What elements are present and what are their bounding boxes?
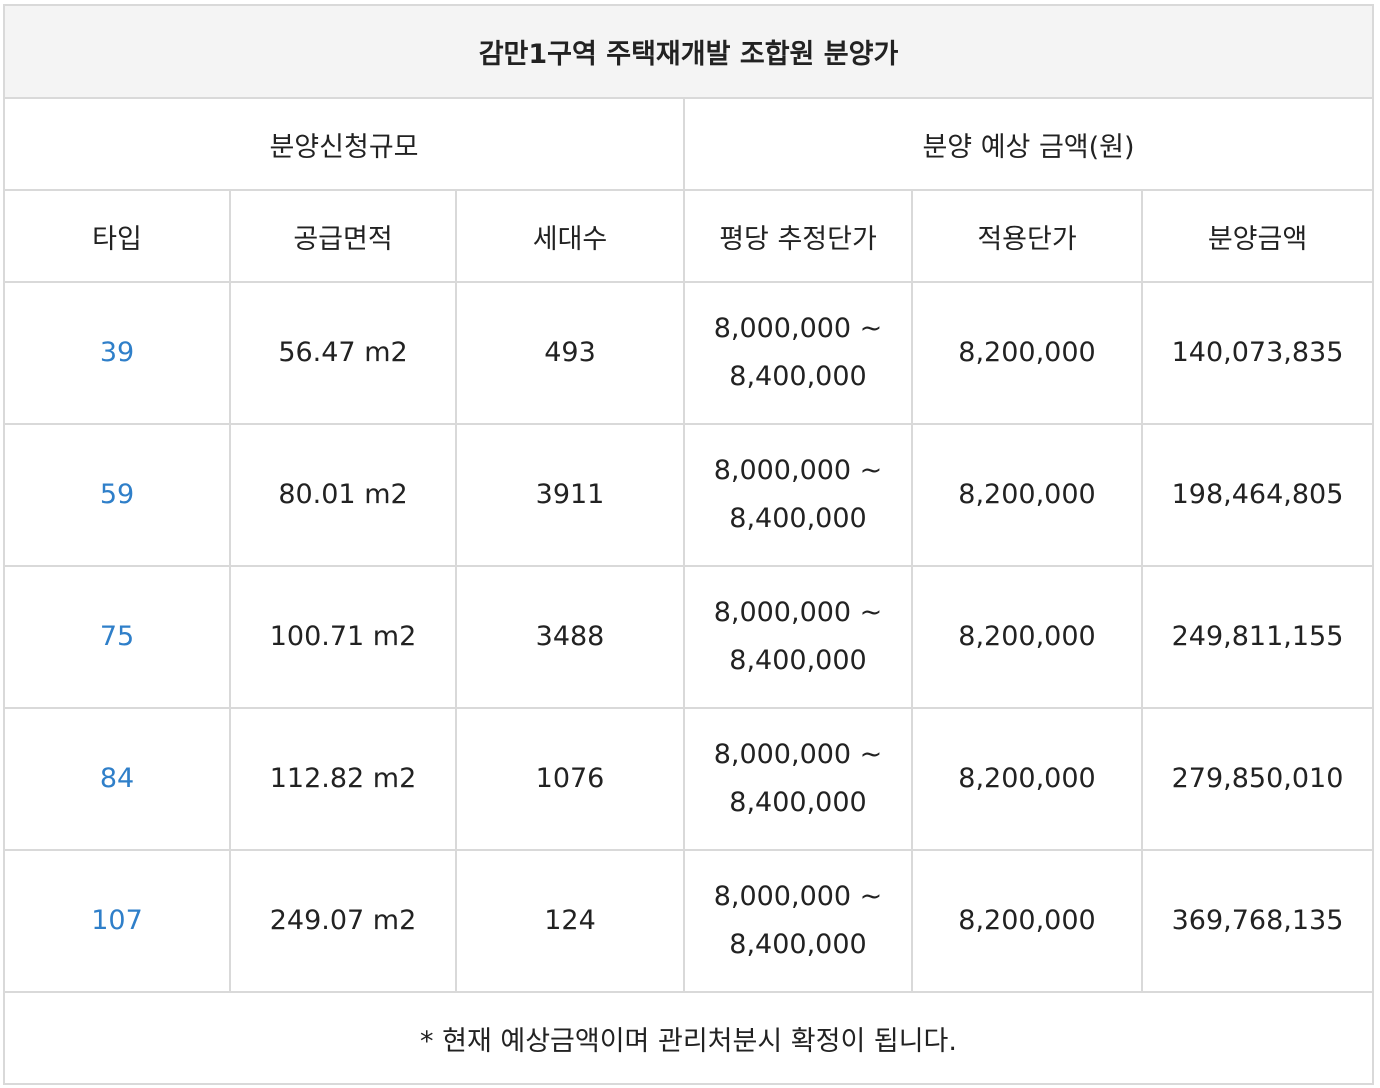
column-header-type: 타입 bbox=[3, 189, 231, 283]
area-cell: 80.01 m2 bbox=[229, 423, 457, 567]
area-cell: 249.07 m2 bbox=[229, 849, 457, 993]
price-table: 감만1구역 주택재개발 조합원 분양가 분양신청규모 분양 예상 금액(원) 타… bbox=[3, 4, 1374, 1085]
area-cell: 112.82 m2 bbox=[229, 707, 457, 851]
table-row: 75 100.71 m2 3488 8,000,000 ~ 8,400,000 … bbox=[3, 565, 1374, 709]
sale-amount-cell: 279,850,010 bbox=[1141, 707, 1374, 851]
households-cell: 493 bbox=[455, 281, 685, 425]
column-header-area: 공급면적 bbox=[229, 189, 457, 283]
type-cell: 75 bbox=[3, 565, 231, 709]
estimated-price-cell: 8,000,000 ~ 8,400,000 bbox=[683, 849, 913, 993]
column-header-sale-amount: 분양금액 bbox=[1141, 189, 1374, 283]
estimated-price-cell: 8,000,000 ~ 8,400,000 bbox=[683, 565, 913, 709]
estimated-price-cell: 8,000,000 ~ 8,400,000 bbox=[683, 707, 913, 851]
group-header-scale: 분양신청규모 bbox=[3, 97, 685, 191]
applied-price-cell: 8,200,000 bbox=[911, 849, 1143, 993]
sale-amount-cell: 198,464,805 bbox=[1141, 423, 1374, 567]
applied-price-cell: 8,200,000 bbox=[911, 707, 1143, 851]
note-row: * 현재 예상금액이며 관리처분시 확정이 됩니다. bbox=[3, 991, 1374, 1085]
estimated-price-high: 8,400,000 bbox=[729, 361, 867, 392]
table-row: 59 80.01 m2 3911 8,000,000 ~ 8,400,000 8… bbox=[3, 423, 1374, 567]
estimated-price-cell: 8,000,000 ~ 8,400,000 bbox=[683, 423, 913, 567]
table-row: 107 249.07 m2 124 8,000,000 ~ 8,400,000 … bbox=[3, 849, 1374, 993]
estimated-price-high: 8,400,000 bbox=[729, 929, 867, 960]
table-row: 84 112.82 m2 1076 8,000,000 ~ 8,400,000 … bbox=[3, 707, 1374, 851]
households-cell: 3488 bbox=[455, 565, 685, 709]
table-row: 39 56.47 m2 493 8,000,000 ~ 8,400,000 8,… bbox=[3, 281, 1374, 425]
applied-price-cell: 8,200,000 bbox=[911, 565, 1143, 709]
estimated-price-low: 8,000,000 ~ bbox=[713, 455, 883, 486]
estimated-price-low: 8,000,000 ~ bbox=[713, 597, 883, 628]
column-header-applied-price: 적용단가 bbox=[911, 189, 1143, 283]
group-header-row: 분양신청규모 분양 예상 금액(원) bbox=[3, 97, 1374, 191]
sale-amount-cell: 249,811,155 bbox=[1141, 565, 1374, 709]
column-header-row: 타입 공급면적 세대수 평당 추정단가 적용단가 분양금액 bbox=[3, 189, 1374, 283]
estimated-price-low: 8,000,000 ~ bbox=[713, 313, 883, 344]
applied-price-cell: 8,200,000 bbox=[911, 423, 1143, 567]
households-cell: 1076 bbox=[455, 707, 685, 851]
estimated-price-high: 8,400,000 bbox=[729, 787, 867, 818]
households-cell: 124 bbox=[455, 849, 685, 993]
footnote: * 현재 예상금액이며 관리처분시 확정이 됩니다. bbox=[3, 991, 1374, 1085]
estimated-price-high: 8,400,000 bbox=[729, 503, 867, 534]
type-cell: 84 bbox=[3, 707, 231, 851]
group-header-amount: 분양 예상 금액(원) bbox=[683, 97, 1374, 191]
type-cell: 59 bbox=[3, 423, 231, 567]
area-cell: 56.47 m2 bbox=[229, 281, 457, 425]
sale-amount-cell: 369,768,135 bbox=[1141, 849, 1374, 993]
estimated-price-high: 8,400,000 bbox=[729, 645, 867, 676]
type-cell: 39 bbox=[3, 281, 231, 425]
table-title: 감만1구역 주택재개발 조합원 분양가 bbox=[3, 4, 1374, 99]
column-header-households: 세대수 bbox=[455, 189, 685, 283]
estimated-price-cell: 8,000,000 ~ 8,400,000 bbox=[683, 281, 913, 425]
title-row: 감만1구역 주택재개발 조합원 분양가 bbox=[3, 4, 1374, 99]
estimated-price-low: 8,000,000 ~ bbox=[713, 739, 883, 770]
column-header-estimated-price: 평당 추정단가 bbox=[683, 189, 913, 283]
area-cell: 100.71 m2 bbox=[229, 565, 457, 709]
type-cell: 107 bbox=[3, 849, 231, 993]
applied-price-cell: 8,200,000 bbox=[911, 281, 1143, 425]
estimated-price-low: 8,000,000 ~ bbox=[713, 881, 883, 912]
sale-amount-cell: 140,073,835 bbox=[1141, 281, 1374, 425]
households-cell: 3911 bbox=[455, 423, 685, 567]
